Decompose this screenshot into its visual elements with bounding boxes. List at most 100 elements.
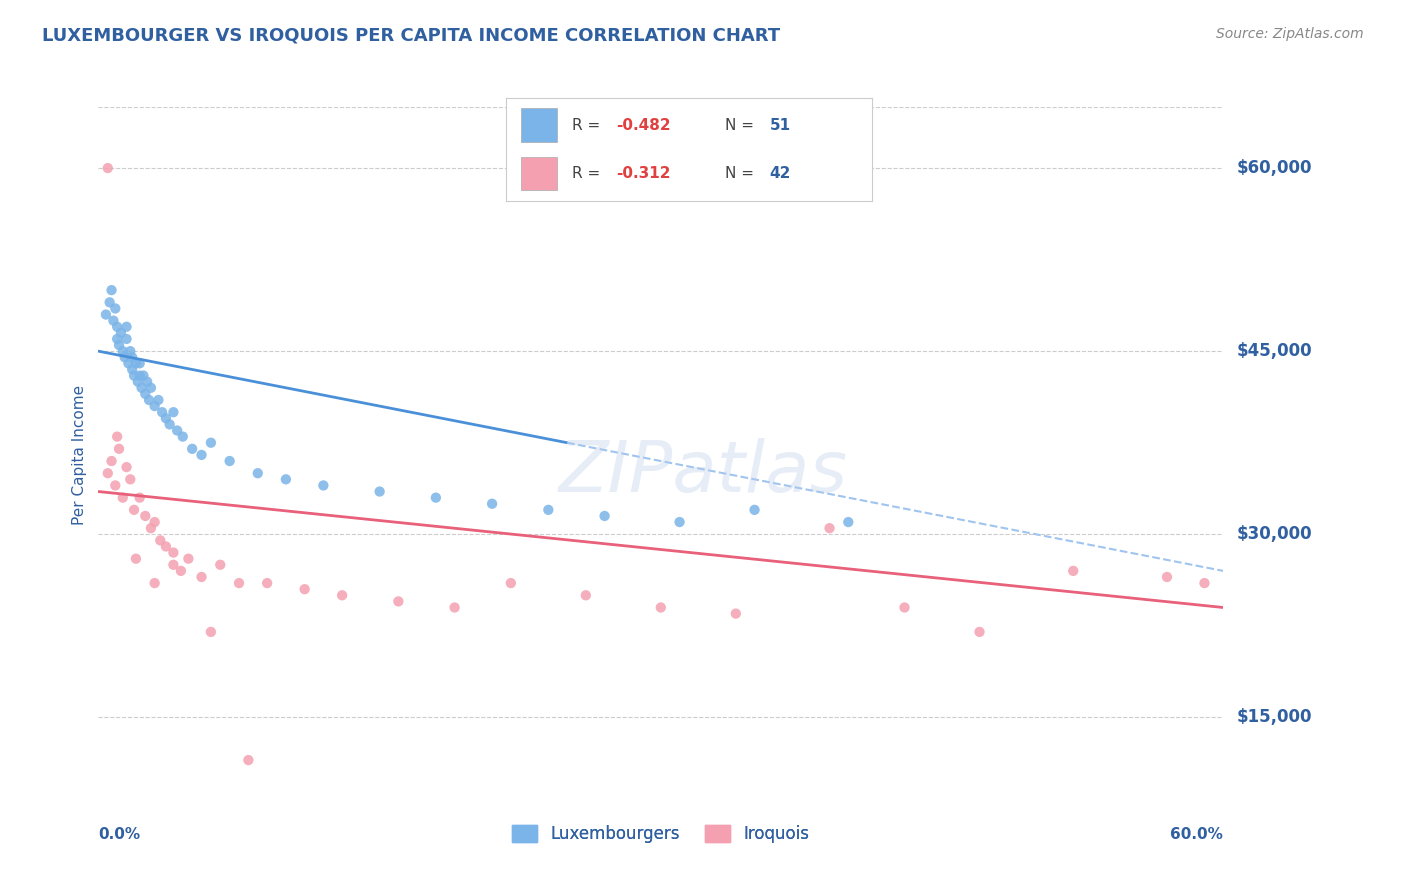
Point [274,472,297,486]
Point [104,478,127,492]
Point [121,362,143,376]
Point [190,448,212,462]
Point [105,319,128,334]
Point [117,356,139,370]
Point [155,540,177,554]
Point [115,319,138,334]
Point [969,624,991,639]
Text: 42: 42 [769,166,790,180]
Point [330,588,353,602]
Point [105,332,128,346]
Point [190,570,212,584]
Point [104,301,127,316]
Point [744,503,766,517]
Point [136,375,159,389]
Point [143,515,166,529]
Point [650,600,672,615]
Text: N =: N = [725,166,759,180]
Point [387,594,409,608]
Text: Source: ZipAtlas.com: Source: ZipAtlas.com [1216,27,1364,41]
Point [108,442,131,456]
Point [312,478,335,492]
Point [148,392,170,407]
Point [103,313,125,327]
Point [155,411,177,425]
Point [139,521,162,535]
Point [150,405,173,419]
Point [368,484,391,499]
Point [122,368,145,383]
Point [134,387,156,401]
Text: 51: 51 [769,119,790,133]
Point [246,467,269,481]
Point [138,392,160,407]
Point [575,588,598,602]
Point [125,356,148,370]
Bar [520,108,557,142]
Text: LUXEMBOURGER VS IROQUOIS PER CAPITA INCOME CORRELATION CHART: LUXEMBOURGER VS IROQUOIS PER CAPITA INCO… [42,27,780,45]
Point [111,491,134,505]
Point [162,405,184,419]
Point [162,545,184,559]
Point [149,533,172,548]
Point [128,491,150,505]
Point [818,521,841,535]
Text: $45,000: $45,000 [1237,343,1313,360]
Point [238,753,260,767]
Text: R =: R = [572,119,605,133]
Point [100,283,122,297]
Text: ZIPatlas: ZIPatlas [558,438,848,508]
Point [100,454,122,468]
Text: R =: R = [572,166,605,180]
Point [499,576,522,591]
Point [1062,564,1084,578]
Point [132,368,155,383]
Point [128,368,150,383]
Point [120,472,142,486]
Point [537,503,560,517]
Point [120,344,142,359]
Point [159,417,181,432]
Point [481,497,503,511]
Text: $60,000: $60,000 [1237,159,1313,178]
Point [97,467,120,481]
Point [1194,576,1216,591]
Point [115,332,138,346]
Point [98,295,121,310]
Point [177,551,200,566]
Point [1156,570,1178,584]
Point [115,460,138,475]
Point [121,351,143,365]
Point [209,558,232,572]
Bar [520,157,557,190]
Point [128,356,150,370]
Point [97,161,120,175]
Point [668,515,690,529]
Point [143,399,166,413]
Legend: Luxembourgers, Iroquois: Luxembourgers, Iroquois [506,819,815,850]
Point [125,551,148,566]
Point [181,442,204,456]
Text: 60.0%: 60.0% [1170,827,1223,842]
Point [131,381,153,395]
Point [172,429,194,443]
Point [593,508,616,523]
Point [200,435,222,450]
Point [111,344,134,359]
Point [170,564,193,578]
Point [162,558,184,572]
Text: N =: N = [725,119,759,133]
Point [218,454,240,468]
Point [443,600,465,615]
Text: $30,000: $30,000 [1237,525,1313,543]
Point [166,424,188,438]
Text: -0.482: -0.482 [616,119,671,133]
Point [122,503,145,517]
Point [127,375,149,389]
Point [143,576,166,591]
Point [837,515,859,529]
Point [256,576,278,591]
Point [228,576,250,591]
Point [893,600,915,615]
Point [134,508,156,523]
